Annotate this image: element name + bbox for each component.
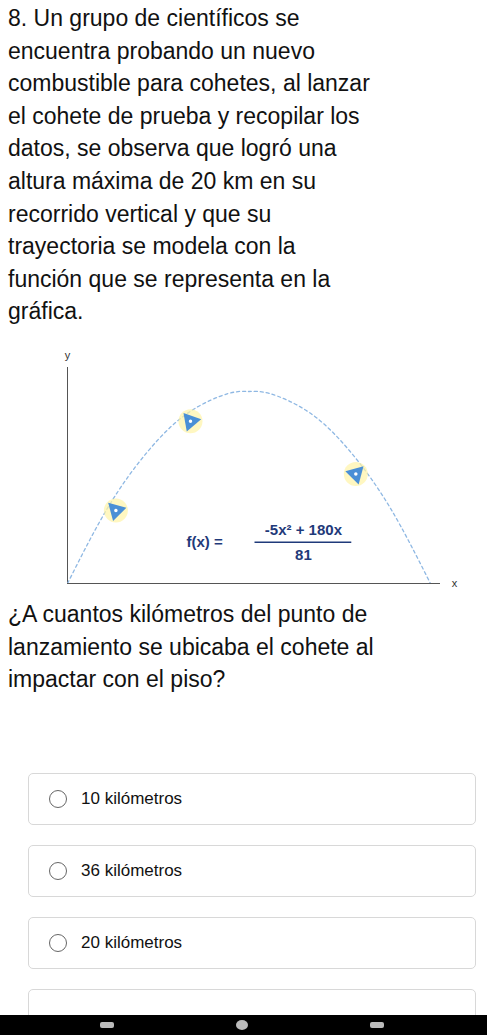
html-text:36 kilómetros: 36 kilómetros (81, 861, 183, 880)
html-text:altura máxima de 20 km en su: altura máxima de 20 km en su (8, 168, 317, 194)
html-text:el cohete de prueba y recopila: el cohete de prueba y recopilar los (8, 102, 360, 129)
html-text:20 kilómetros: 20 kilómetros (81, 933, 183, 952)
html-text:8. Un grupo de científicos se: 8. Un grupo de científicos se (8, 5, 300, 31)
html-text:lanzamiento se ubicaba el cohe: lanzamiento se ubicaba el cohete al (8, 633, 374, 660)
html-text:encuentra probando un nuevo: encuentra probando un nuevo (8, 37, 315, 64)
html-text:impactar con el piso?: impactar con el piso? (8, 666, 226, 693)
html-text:recorrido vertical y que su: recorrido vertical y que su (8, 200, 272, 227)
html-text:combustible para cohetes, al l: combustible para cohetes, al lanzar (8, 70, 370, 97)
svg-text:-5x² + 180x: -5x² + 180x (265, 521, 343, 538)
svg-text:f(x) =: f(x) = (186, 533, 222, 550)
html-text:trayectoria se modela con la: trayectoria se modela con la (8, 233, 296, 260)
html-text:función que se representa en l: función que se representa en la (8, 265, 331, 292)
svg-text:81: 81 (295, 546, 312, 563)
html-text:¿A cuantos kilómetros del punt: ¿A cuantos kilómetros del punto de (8, 601, 368, 627)
svg-text:x: x (452, 577, 458, 589)
html-text:gráfica.: gráfica. (8, 298, 84, 325)
svg-text:y: y (65, 349, 71, 361)
html-text:datos, se observa que logró un: datos, se observa que logró una (8, 135, 337, 162)
html-text:10 kilómetros: 10 kilómetros (81, 789, 183, 808)
